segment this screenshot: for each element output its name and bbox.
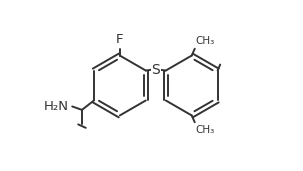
Text: F: F	[116, 33, 124, 46]
Text: CH₃: CH₃	[195, 36, 215, 46]
Text: H₂N: H₂N	[43, 100, 68, 113]
Text: CH₃: CH₃	[195, 125, 215, 135]
Text: S: S	[152, 63, 160, 77]
